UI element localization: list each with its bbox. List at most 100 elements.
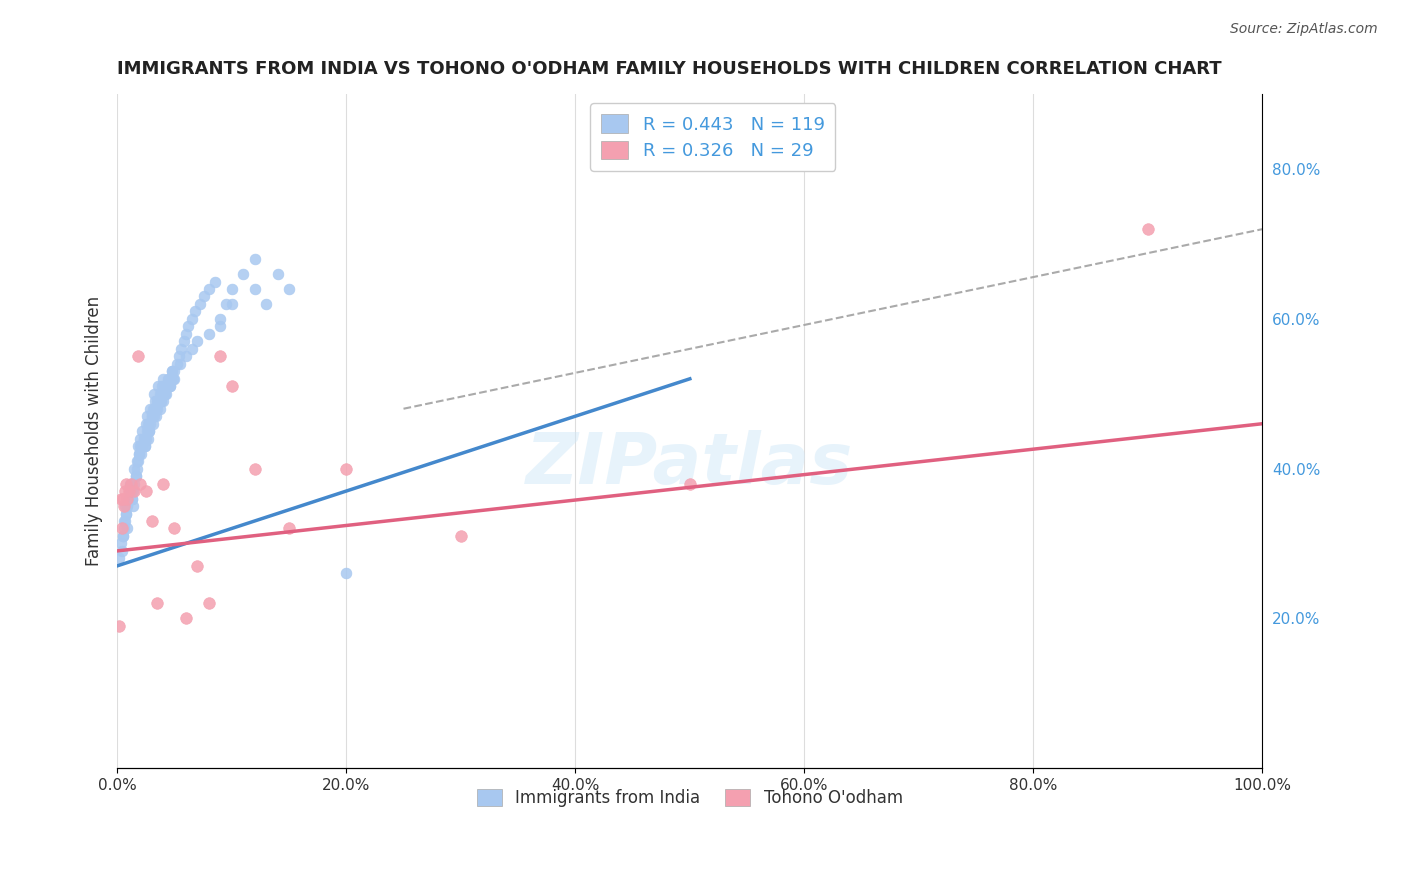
Point [163, 372, 186, 386]
Point [180, 342, 202, 356]
Point [143, 401, 166, 416]
Point [149, 394, 172, 409]
Point [163, 521, 186, 535]
Point [180, 312, 202, 326]
Point [174, 350, 197, 364]
Text: ZIPatlas: ZIPatlas [526, 430, 853, 500]
Point [121, 491, 143, 506]
Point [118, 484, 141, 499]
Point [221, 282, 243, 296]
Point [163, 364, 186, 378]
Point [186, 334, 208, 349]
Point [278, 521, 301, 535]
Point [117, 499, 139, 513]
Point [117, 484, 139, 499]
Point [129, 439, 152, 453]
Point [152, 372, 174, 386]
Point [128, 447, 150, 461]
Point [117, 521, 139, 535]
Point [156, 379, 179, 393]
Point [139, 417, 162, 431]
Point [139, 401, 162, 416]
Point [278, 282, 301, 296]
Point [127, 350, 149, 364]
Point [209, 319, 232, 334]
Point [145, 401, 167, 416]
Point [221, 297, 243, 311]
Point [152, 476, 174, 491]
Point [160, 372, 183, 386]
Point [124, 461, 146, 475]
Point [146, 596, 169, 610]
Point [188, 297, 211, 311]
Point [122, 484, 145, 499]
Point [198, 596, 221, 610]
Point [138, 424, 160, 438]
Point [115, 507, 138, 521]
Point [114, 514, 136, 528]
Point [166, 357, 188, 371]
Point [124, 484, 146, 499]
Point [129, 432, 152, 446]
Point [153, 386, 176, 401]
Point [186, 558, 208, 573]
Point [129, 476, 152, 491]
Point [122, 499, 145, 513]
Point [266, 267, 288, 281]
Point [135, 432, 157, 446]
Point [131, 424, 153, 438]
Point [193, 289, 215, 303]
Point [148, 394, 170, 409]
Point [136, 409, 159, 424]
Point [131, 439, 153, 453]
Point [243, 252, 266, 266]
Point [160, 364, 183, 378]
Point [159, 379, 181, 393]
Point [254, 297, 277, 311]
Point [134, 439, 156, 453]
Point [111, 544, 134, 558]
Point [138, 424, 160, 438]
Point [679, 476, 702, 491]
Point [120, 484, 142, 499]
Point [110, 491, 132, 506]
Point [148, 401, 170, 416]
Point [215, 297, 238, 311]
Point [136, 417, 159, 431]
Point [108, 551, 131, 566]
Point [136, 432, 159, 446]
Point [209, 350, 232, 364]
Point [124, 476, 146, 491]
Point [160, 364, 183, 378]
Point [221, 379, 243, 393]
Point [114, 484, 136, 499]
Point [174, 326, 197, 341]
Point [243, 282, 266, 296]
Point [115, 507, 138, 521]
Point [204, 275, 226, 289]
Point [155, 379, 177, 393]
Point [143, 394, 166, 409]
Point [111, 521, 134, 535]
Point [148, 386, 170, 401]
Point [110, 536, 132, 550]
Point [129, 447, 152, 461]
Point [173, 334, 195, 349]
Point [155, 386, 177, 401]
Point [169, 357, 191, 371]
Point [108, 619, 131, 633]
Point [114, 499, 136, 513]
Point [124, 469, 146, 483]
Point [132, 432, 155, 446]
Point [129, 439, 152, 453]
Point [157, 372, 180, 386]
Point [149, 394, 172, 409]
Point [120, 476, 142, 491]
Point [125, 454, 148, 468]
Point [117, 491, 139, 506]
Point [115, 476, 138, 491]
Point [112, 499, 135, 513]
Point [132, 432, 155, 446]
Point [135, 417, 157, 431]
Point [125, 461, 148, 475]
